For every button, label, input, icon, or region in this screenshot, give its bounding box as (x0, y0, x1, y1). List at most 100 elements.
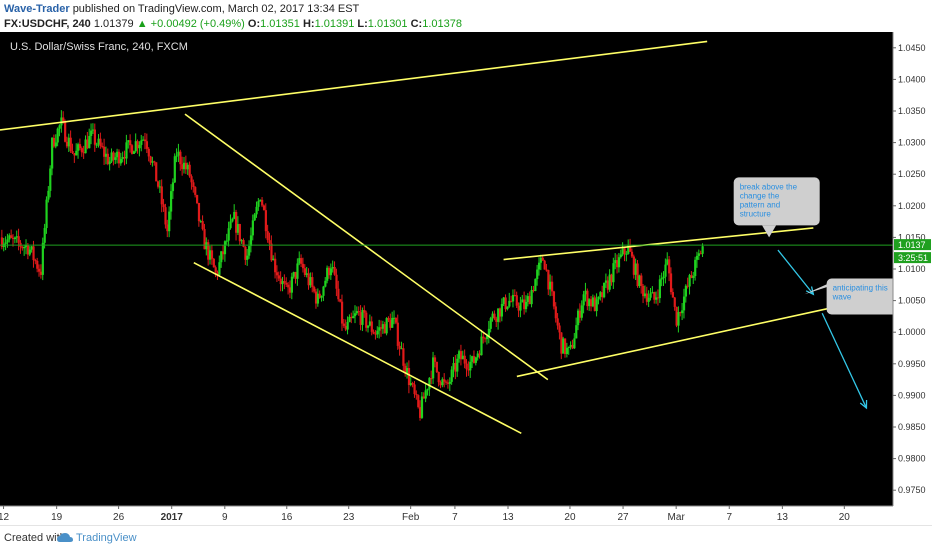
candle-body (365, 312, 368, 328)
tradingview-brand[interactable]: TradingView (76, 532, 137, 544)
time-tick-label: Mar (668, 512, 686, 523)
candle-body (242, 240, 245, 247)
candle-body (227, 228, 230, 241)
candle-body (655, 297, 658, 300)
candle-body (188, 164, 191, 177)
candle-body (424, 390, 427, 399)
candle-body (316, 293, 320, 304)
candle-body (378, 327, 381, 331)
candle-body (64, 121, 67, 142)
candle-body (608, 274, 611, 290)
candle-body (253, 214, 256, 221)
author-link[interactable]: Wave-Trader (4, 3, 70, 15)
candle-body (80, 148, 83, 153)
candle-body (229, 221, 232, 229)
candle-body (346, 322, 349, 330)
candle-body (125, 142, 128, 159)
candle-body (632, 256, 635, 275)
candle-body (524, 301, 528, 310)
candle-body (565, 347, 569, 355)
candle-body (461, 355, 464, 360)
candle-body (645, 293, 648, 302)
candle-body (244, 246, 247, 260)
candle-body (391, 317, 394, 328)
candle-body (701, 246, 704, 254)
candle-body (90, 130, 93, 136)
candle-body (339, 299, 342, 302)
price-axis-bg (893, 32, 932, 525)
candle-body (348, 316, 351, 323)
candle-body (673, 297, 676, 307)
candle-body (495, 318, 498, 322)
candle-body (669, 273, 673, 293)
candle-body (396, 322, 399, 346)
candle-body (333, 266, 336, 275)
candle-body (668, 259, 671, 274)
candle-body (143, 139, 147, 142)
chart[interactable]: break above the change the pattern and stru… (0, 32, 932, 525)
candle-body (601, 292, 604, 298)
candle-body (487, 328, 491, 337)
candle-body (103, 146, 106, 157)
candle-body (432, 357, 435, 379)
price-tick-label: 1.0050 (898, 296, 926, 306)
candle-body (123, 157, 126, 159)
candle-body (389, 319, 392, 328)
candle-body (558, 325, 561, 333)
high-value: 1.01391 (314, 18, 355, 30)
change-value: ▲ +0.00492 (+0.49%) (136, 18, 245, 30)
candle-body (660, 278, 663, 280)
candle-body (547, 270, 550, 290)
candle-body (298, 258, 301, 264)
candle-body (36, 260, 39, 269)
price-axis[interactable]: 1.0450 1.0400 1.0350 1.0300 1.0250 1.0200 1.01… (892, 32, 932, 525)
candle-body (171, 182, 175, 192)
candle-body (617, 257, 621, 268)
candle-body (164, 207, 167, 225)
price-tick-label: 0.9850 (898, 422, 926, 432)
candle-body (222, 251, 225, 255)
time-axis[interactable]: 12 19 26 2017 9 16 23 Feb 7 13 20 27 Mar 7 13 20 (0, 505, 932, 525)
price-tick-label: 0.9900 (898, 390, 926, 400)
candle-body (160, 186, 163, 205)
candle-body (636, 263, 639, 287)
candle-body (117, 151, 121, 164)
candle-body (136, 141, 139, 149)
price-tick-label: 1.0100 (898, 264, 926, 274)
candle-body (149, 156, 152, 163)
candle-body (433, 357, 437, 362)
candle-body (359, 312, 362, 325)
candle-body (274, 258, 277, 273)
candle-body (93, 129, 96, 145)
price-tick-label: 0.9950 (898, 359, 926, 369)
candle-body (513, 294, 517, 296)
candle-body (584, 290, 587, 295)
projection-arrow (821, 312, 868, 409)
countdown-badge (894, 252, 931, 264)
candle-body (104, 153, 108, 157)
callout-box (826, 278, 905, 315)
candle-body (47, 190, 50, 200)
candle-body (638, 275, 641, 287)
candle-body (313, 287, 316, 292)
candle-body (649, 293, 652, 298)
candle-body (248, 246, 251, 256)
candle-body (223, 241, 227, 255)
candle-body (182, 162, 186, 170)
candle-body (417, 395, 420, 408)
arrows-layer (777, 249, 868, 410)
candle-body (108, 161, 111, 165)
candle-body (497, 308, 500, 322)
candle-body (500, 303, 504, 317)
created-with-text: Created with (4, 532, 66, 544)
candle-body (393, 317, 396, 319)
candle-body (528, 296, 531, 305)
candle-body (614, 260, 617, 264)
candle-body (259, 199, 262, 202)
callout-tail (762, 225, 777, 238)
candle-body (129, 140, 132, 146)
candle-body (478, 353, 481, 356)
candle-body (400, 348, 403, 350)
candle-body (537, 262, 541, 270)
candle-body (504, 297, 507, 310)
